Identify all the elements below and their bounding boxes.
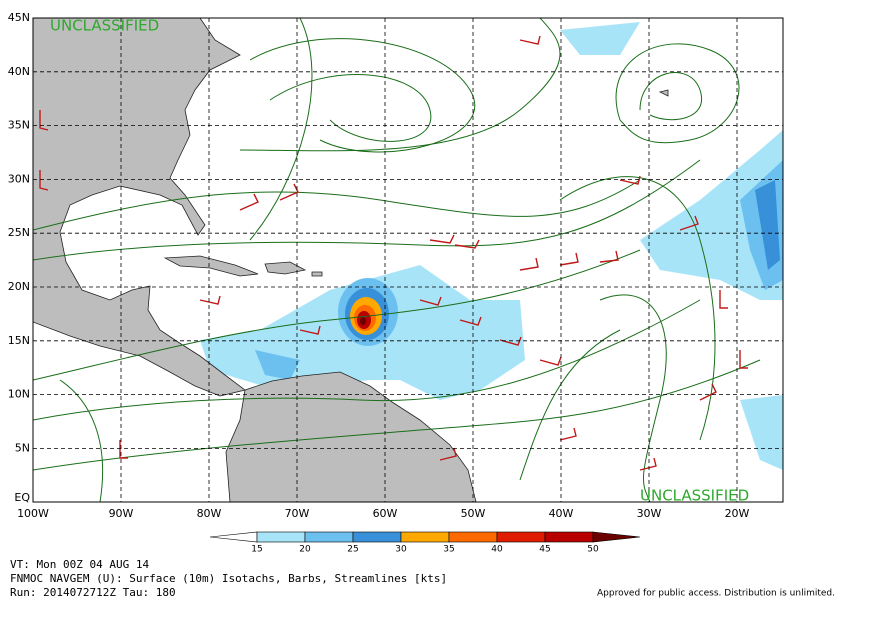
streamlines xyxy=(33,18,761,502)
lat-label: 10N xyxy=(8,388,30,401)
run-info: Run: 2014072712Z Tau: 180 xyxy=(10,586,176,599)
colorbar-cell xyxy=(448,531,498,543)
lat-label: 25N xyxy=(8,226,30,239)
lat-label: 30N xyxy=(8,172,30,185)
valid-time: VT: Mon 00Z 04 AUG 14 xyxy=(10,558,149,571)
colorbar-label: 50 xyxy=(587,545,599,555)
colorbar-cell xyxy=(592,531,641,543)
colorbar-label: 45 xyxy=(539,545,550,555)
colorbar-label: 20 xyxy=(299,545,311,555)
colorbar-label: 25 xyxy=(347,545,358,555)
lon-label: 20W xyxy=(725,507,750,520)
cyclone xyxy=(338,278,398,346)
colorbar-cell xyxy=(304,531,354,543)
classification-bottom: UNCLASSIFIED xyxy=(640,487,749,505)
graticule xyxy=(33,18,783,502)
lat-label: 20N xyxy=(8,280,30,293)
colorbar-label: 40 xyxy=(491,545,503,555)
colorbar-label: 15 xyxy=(251,545,262,555)
lon-label: 50W xyxy=(461,507,486,520)
colorbar-label: 30 xyxy=(395,545,407,555)
lon-label: 80W xyxy=(197,507,222,520)
lat-label: 35N xyxy=(8,119,30,132)
classification-top: UNCLASSIFIED xyxy=(50,17,159,35)
release-note: Approved for public access. Distribution… xyxy=(597,589,835,599)
land xyxy=(33,18,669,502)
lat-label: 45N xyxy=(8,11,30,24)
colorbar-cell xyxy=(209,531,258,543)
lon-label: 40W xyxy=(549,507,574,520)
lon-label: 100W xyxy=(17,507,49,520)
colorbar-label: 35 xyxy=(443,545,454,555)
lat-label: 15N xyxy=(8,334,30,347)
product-title: FNMOC NAVGEM (U): Surface (10m) Isotachs… xyxy=(10,572,447,585)
colorbar-cell xyxy=(544,531,594,543)
wind-barbs xyxy=(39,35,748,471)
map-area xyxy=(33,18,783,502)
map-frame xyxy=(32,17,784,503)
colorbar-cell xyxy=(496,531,546,543)
colorbar-cell xyxy=(256,531,306,543)
lon-label: 70W xyxy=(285,507,310,520)
colorbar-cell xyxy=(352,531,402,543)
lon-label: 60W xyxy=(373,507,398,520)
lat-label: EQ xyxy=(14,491,30,504)
colorbar-cell xyxy=(400,531,450,543)
lat-label: 40N xyxy=(8,65,30,78)
colorbar: 15 20 25 30 35 40 45 50 xyxy=(209,531,641,555)
lat-label: 5N xyxy=(15,441,30,454)
lon-label: 90W xyxy=(109,507,134,520)
lon-label: 30W xyxy=(637,507,662,520)
